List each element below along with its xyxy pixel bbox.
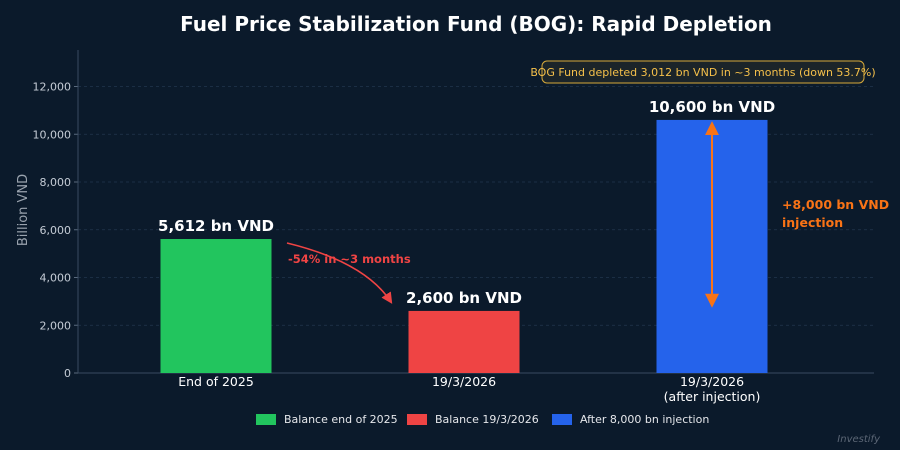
bars: 5,612 bn VND 2,600 bn VND 10,600 bn VND [158,98,775,373]
bar-value-label: 5,612 bn VND [158,217,274,235]
y-axis-ticks: 0 2,000 4,000 6,000 8,000 10,000 12,000 [33,50,79,380]
x-tick-label: 19/3/2026 [680,374,744,389]
category-labels: End of 2025 19/3/2026 19/3/2026(after inje… [178,374,760,404]
bar-value-label: 10,600 bn VND [649,98,775,116]
y-tick-label: 2,000 [40,319,72,332]
y-tick-label: 6,000 [40,224,72,237]
injection-annotation-line2: injection [782,215,843,230]
decline-arrow [286,242,393,304]
legend-swatch-balance-2025 [256,414,276,425]
bar-balance-19-3 [408,310,520,373]
injection-annotation-line1: +8,000 bn VND [782,197,889,212]
legend-label-after-injection: After 8,000 bn injection [580,413,709,426]
legend-label-balance-19-3: Balance 19/3/2026 [435,413,539,426]
legend: Balance end of 2025 Balance 19/3/2026 Af… [256,413,709,426]
bar-value-label: 2,600 bn VND [406,289,522,307]
y-tick-label: 10,000 [33,128,72,141]
summary-box-frame [541,60,865,84]
decline-annotation: -54% in ~3 months [288,252,411,266]
y-tick-label: 0 [64,367,71,380]
legend-swatch-after-injection [552,414,572,425]
summary-box-text: BOG Fund depleted 3,012 bn VND in ~3 mon… [530,66,875,79]
x-tick-label: End of 2025 [178,374,254,389]
y-tick-label: 12,000 [33,81,72,94]
bar-balance-2025 [160,239,272,373]
legend-label-balance-2025: Balance end of 2025 [284,413,398,426]
legend-swatch-balance-19-3 [407,414,427,425]
x-tick-label-sub: (after injection) [664,389,761,404]
y-tick-label: 4,000 [40,272,72,285]
summary-box: BOG Fund depleted 3,012 bn VND in ~3 mon… [530,60,876,84]
watermark: Investify [837,434,881,445]
chart-title: Fuel Price Stabilization Fund (BOG): Rap… [180,12,772,36]
y-axis-label: Billion VND [16,174,31,246]
x-tick-label: 19/3/2026 [432,374,496,389]
y-tick-label: 8,000 [40,176,72,189]
